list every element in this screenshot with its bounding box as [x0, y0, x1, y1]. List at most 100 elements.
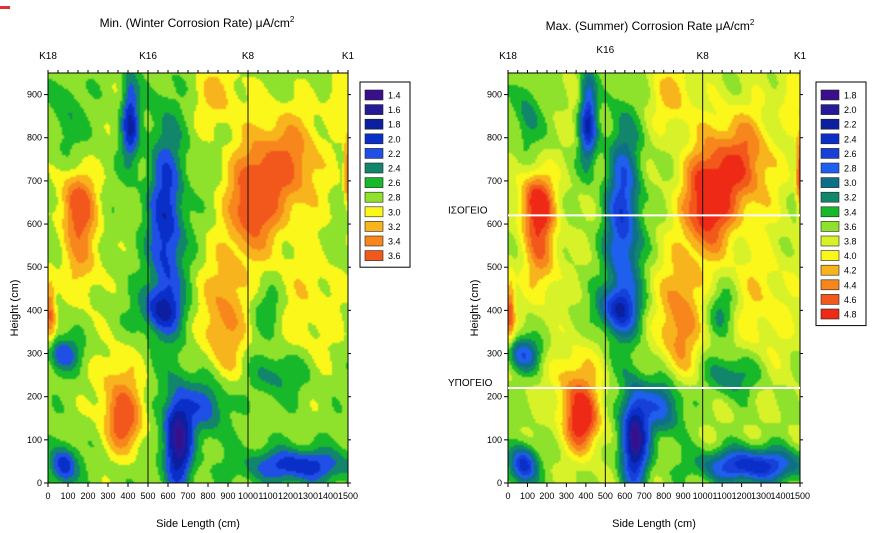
y-tick-label: 500	[27, 262, 42, 272]
station-label: K8	[242, 51, 255, 62]
legend: 1.8 2.0 2.2 2.4 2.6 2.8 3.0 3.2 3.4 3.6 3.8 4.0 4.2 4…	[815, 81, 867, 327]
chart-title: Min. (Winter Corrosion Rate) μA/cm2	[100, 15, 295, 30]
legend-label: 3.4	[388, 237, 401, 247]
legend-swatch	[364, 177, 384, 188]
floor-marker-label: ΙΣΟΓΕΙΟ	[448, 205, 488, 216]
legend-label: 3.2	[844, 193, 857, 203]
x-tick-label: 500	[140, 491, 155, 501]
legend-swatch	[820, 235, 840, 247]
legend-swatch	[820, 104, 840, 115]
y-tick-label: 900	[487, 90, 502, 100]
y-tick-label: 0	[497, 478, 502, 488]
floor-marker-label: ΥΠΟΓΕΙΟ	[448, 378, 493, 389]
legend-label: 2.6	[388, 178, 401, 188]
y-tick-label: 800	[487, 133, 502, 143]
legend-label: 2.6	[844, 149, 857, 159]
heatmap-field	[48, 73, 348, 483]
y-tick-label: 400	[487, 305, 502, 315]
legend-label: 4.2	[844, 266, 857, 276]
x-tick-label: 0	[505, 491, 510, 501]
x-tick-label: 900	[220, 491, 235, 501]
chart-title: Max. (Summer) Corrosion Rate μA/cm2	[546, 18, 755, 33]
x-tick-label: 600	[160, 491, 175, 501]
legend-label: 3.0	[388, 207, 401, 217]
x-tick-label: 0	[45, 491, 50, 501]
corner-accent-mark	[0, 6, 10, 9]
legend-label: 4.4	[844, 280, 857, 290]
legend-swatch	[364, 133, 384, 145]
legend-label: 3.0	[844, 178, 857, 188]
legend-label: 4.8	[844, 310, 857, 320]
y-tick-label: 300	[487, 349, 502, 359]
x-tick-label: 100	[520, 491, 535, 501]
y-tick-label: 700	[487, 176, 502, 186]
legend-swatch	[364, 148, 384, 159]
y-tick-label: 0	[37, 478, 42, 488]
x-tick-label: 700	[180, 491, 195, 501]
legend-label: 4.0	[844, 251, 857, 261]
legend-label: 2.4	[388, 164, 401, 174]
y-tick-label: 500	[487, 262, 502, 272]
legend-label: 1.6	[388, 105, 401, 115]
legend: 1.4 1.6 1.8 2.0 2.2 2.4 2.6 2.8 3.0 3.2 3.4 3.6	[359, 81, 411, 268]
legend-swatch	[364, 191, 384, 203]
y-tick-label: 800	[27, 133, 42, 143]
x-tick-label: 1200	[278, 491, 298, 501]
y-axis-label: Height (cm)	[9, 280, 21, 337]
legend-swatch	[364, 162, 384, 174]
legend-swatch	[820, 308, 840, 320]
legend-label: 2.0	[388, 134, 401, 144]
y-tick-label: 100	[487, 435, 502, 445]
x-tick-label: 400	[120, 491, 135, 501]
legend-swatch	[820, 250, 840, 261]
legend-swatch	[820, 162, 840, 174]
legend-swatch	[820, 206, 840, 218]
y-axis-label: Height (cm)	[469, 280, 481, 337]
x-axis-label: Side Length (cm)	[156, 518, 240, 530]
legend-swatch	[820, 221, 840, 232]
legend-label: 1.8	[844, 91, 857, 101]
x-tick-label: 1100	[712, 491, 731, 501]
legend-swatch	[820, 177, 840, 188]
legend-label: 3.4	[844, 207, 857, 217]
legend-swatch	[820, 279, 840, 291]
station-label: K18	[499, 51, 517, 62]
x-tick-label: 800	[200, 491, 215, 501]
station-label: K1	[794, 51, 807, 62]
y-tick-label: 700	[27, 176, 42, 186]
legend-swatch	[364, 221, 384, 232]
y-tick-label: 600	[27, 219, 42, 229]
legend-swatch	[364, 89, 384, 101]
x-tick-label: 800	[656, 491, 671, 501]
y-tick-label: 100	[27, 435, 42, 445]
legend-label: 4.6	[844, 295, 857, 305]
x-tick-label: 900	[676, 491, 691, 501]
legend-swatch	[820, 133, 840, 145]
x-tick-label: 1200	[732, 491, 752, 501]
x-tick-label: 600	[617, 491, 632, 501]
legend-label: 3.6	[388, 251, 401, 261]
legend-swatch	[820, 264, 840, 276]
x-tick-label: 1100	[258, 491, 277, 501]
legend-label: 3.6	[844, 222, 857, 232]
x-tick-label: 300	[100, 491, 115, 501]
station-label: K16	[596, 45, 614, 56]
station-label: K16	[139, 51, 157, 62]
chart-1: 0 100 200 300 400 500 600 700 800 900 1000 1100 1200…	[9, 15, 411, 530]
x-tick-label: 100	[60, 491, 75, 501]
legend-swatch	[820, 118, 840, 130]
chart-2: ΙΣΟΓΕΙΟ ΥΠΟΓΕΙΟ 0 100 200 300 400 500 600 700 800 9…	[448, 18, 867, 530]
x-tick-label: 1300	[751, 491, 771, 501]
x-tick-label: 1000	[693, 491, 713, 501]
station-label: K18	[39, 51, 57, 62]
y-tick-label: 200	[27, 392, 42, 402]
x-tick-label: 1400	[771, 491, 791, 501]
x-tick-label: 500	[598, 491, 613, 501]
heatmap-field	[508, 73, 800, 483]
legend-swatch	[820, 89, 840, 101]
x-tick-label: 1000	[238, 491, 258, 501]
x-tick-label: 200	[539, 491, 554, 501]
x-tick-label: 1500	[338, 491, 358, 501]
legend-swatch	[364, 235, 384, 247]
